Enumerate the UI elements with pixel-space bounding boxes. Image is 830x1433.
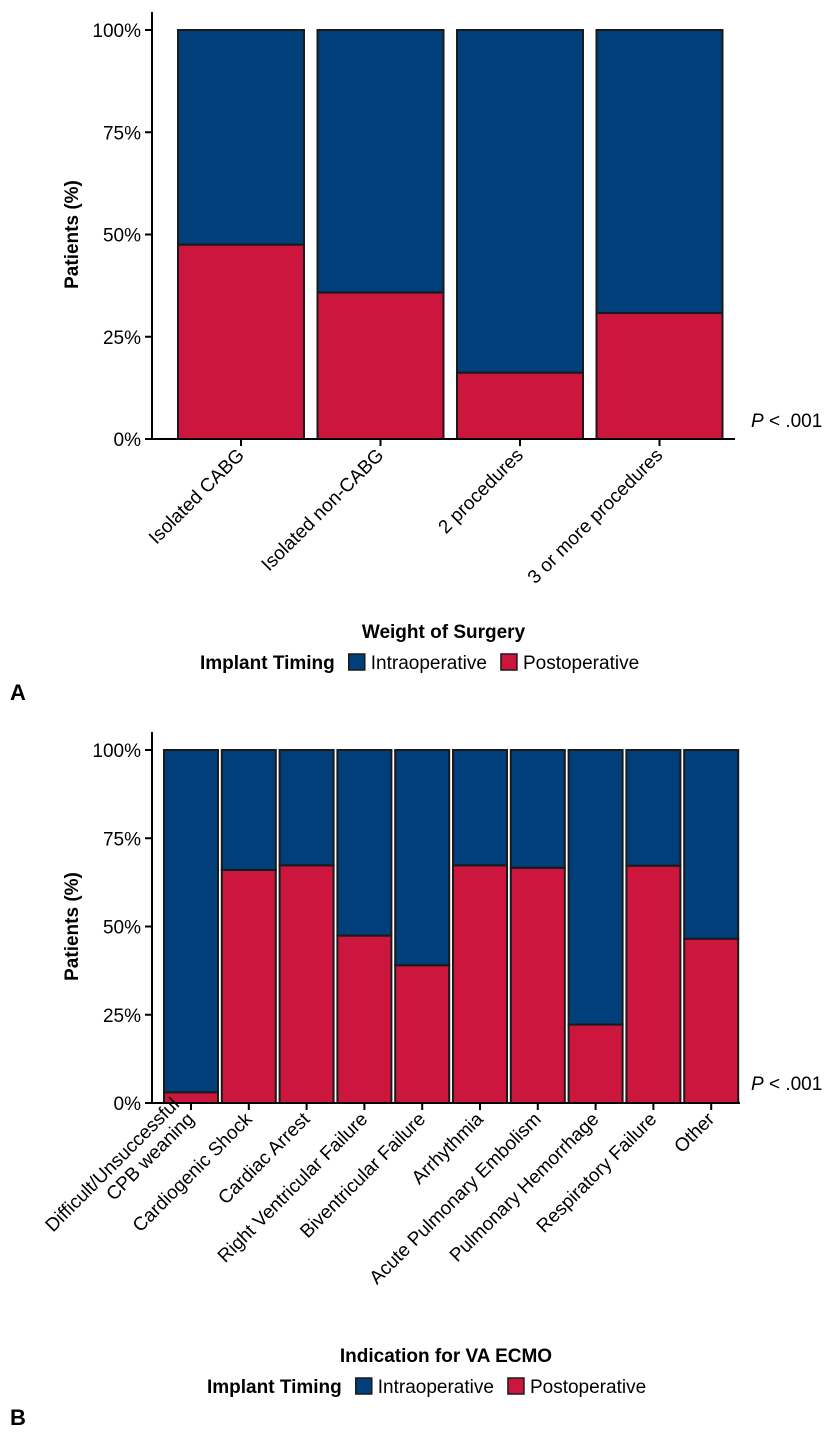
bar-postoperative (509, 866, 566, 1104)
bar-intraoperative (316, 29, 445, 294)
x-tick-label: 2 procedures (435, 445, 528, 538)
bar-postoperative (177, 243, 305, 440)
x-axis-title: Indication for VA ECMO (340, 1346, 552, 1367)
bar-postoperative (220, 869, 277, 1105)
y-tick-label: 50% (103, 918, 141, 939)
y-tick-label: 100% (92, 741, 141, 762)
bar-intraoperative (452, 749, 508, 867)
legend-title: Implant Timing (200, 653, 335, 674)
bar-intraoperative (177, 29, 305, 246)
p-value-annotation: P < .001 (751, 411, 822, 432)
y-tick-label: 25% (103, 328, 141, 349)
panel-letter: A (10, 680, 26, 705)
legend: Implant Timing Intraoperative Postoperativ… (200, 653, 639, 674)
chart-panel-a: 0% 25% 50% 75% 100% Isolated CABG Isolated non… (10, 12, 822, 705)
x-tick-label: 3 or more procedures (524, 445, 667, 588)
bar-postoperative (456, 371, 584, 441)
bar-postoperative (336, 934, 393, 1104)
legend: Implant Timing Intraoperative Postoperativ… (207, 1377, 646, 1398)
y-axis-title: Patients (%) (62, 180, 83, 289)
y-tick-label: 0% (114, 430, 142, 451)
y-axis-title: Patients (%) (62, 872, 83, 981)
legend-swatch-intraoperative (355, 1377, 373, 1395)
p-value-annotation: P < .001 (751, 1074, 822, 1095)
legend-label-postoperative: Postoperative (530, 1377, 646, 1398)
bar-intraoperative (278, 749, 335, 867)
legend-swatch-postoperative (507, 1377, 525, 1395)
legend-swatch-postoperative (500, 653, 518, 671)
y-tick-label: 50% (103, 226, 141, 247)
x-axis-title: Weight of Surgery (362, 622, 526, 643)
y-tick-label: 100% (92, 21, 141, 42)
bar-postoperative (452, 864, 508, 1105)
legend-label-postoperative: Postoperative (523, 653, 639, 674)
bar-intraoperative (163, 749, 219, 1094)
panel-letter: B (10, 1405, 26, 1430)
x-tick-label-line: Isolated CABG (145, 445, 249, 549)
bar-postoperative (278, 864, 335, 1105)
legend-label-intraoperative: Intraoperative (378, 1377, 494, 1398)
bar-postoperative (683, 937, 740, 1104)
x-tick-label-line: 3 or more procedures (524, 445, 667, 588)
p-value-text: < .001 (764, 411, 823, 432)
bar-intraoperative (683, 749, 740, 940)
legend-swatch-intraoperative (348, 653, 366, 671)
bar-intraoperative (336, 749, 393, 937)
p-value-text: < .001 (764, 1074, 823, 1095)
x-tick-label-line: Isolated non-CABG (258, 445, 389, 576)
chart-panel-b: 0% 25% 50% 75% 100% Difficult/UnsuccessfulCPB… (10, 732, 822, 1430)
x-tick-label-line: 2 procedures (435, 445, 528, 538)
bar-intraoperative (509, 749, 566, 869)
bar-postoperative (595, 312, 724, 441)
legend-label-intraoperative: Intraoperative (371, 653, 487, 674)
y-tick-label: 0% (114, 1094, 142, 1115)
bar-intraoperative (625, 749, 682, 867)
p-value-symbol: P (751, 411, 764, 432)
bar-intraoperative (567, 749, 624, 1026)
x-tick-label: Difficult/UnsuccessfulCPB weaning (42, 1094, 199, 1251)
x-tick-label: Other (671, 1108, 720, 1157)
bar-intraoperative (394, 749, 451, 967)
bar-postoperative (316, 291, 445, 440)
p-value-symbol: P (751, 1074, 764, 1095)
bar-intraoperative (456, 29, 584, 374)
y-tick-label: 75% (103, 829, 141, 850)
bar-postoperative (625, 864, 682, 1104)
x-tick-label: Isolated non-CABG (258, 445, 389, 576)
x-tick-label-line: Other (671, 1108, 720, 1157)
x-tick-label: Isolated CABG (145, 445, 249, 549)
bar-intraoperative (595, 29, 724, 315)
y-tick-label: 25% (103, 1006, 141, 1027)
legend-title: Implant Timing (207, 1377, 342, 1398)
bar-postoperative (394, 964, 451, 1105)
y-tick-label: 75% (103, 123, 141, 144)
bar-intraoperative (220, 749, 277, 872)
bar-postoperative (567, 1023, 624, 1105)
